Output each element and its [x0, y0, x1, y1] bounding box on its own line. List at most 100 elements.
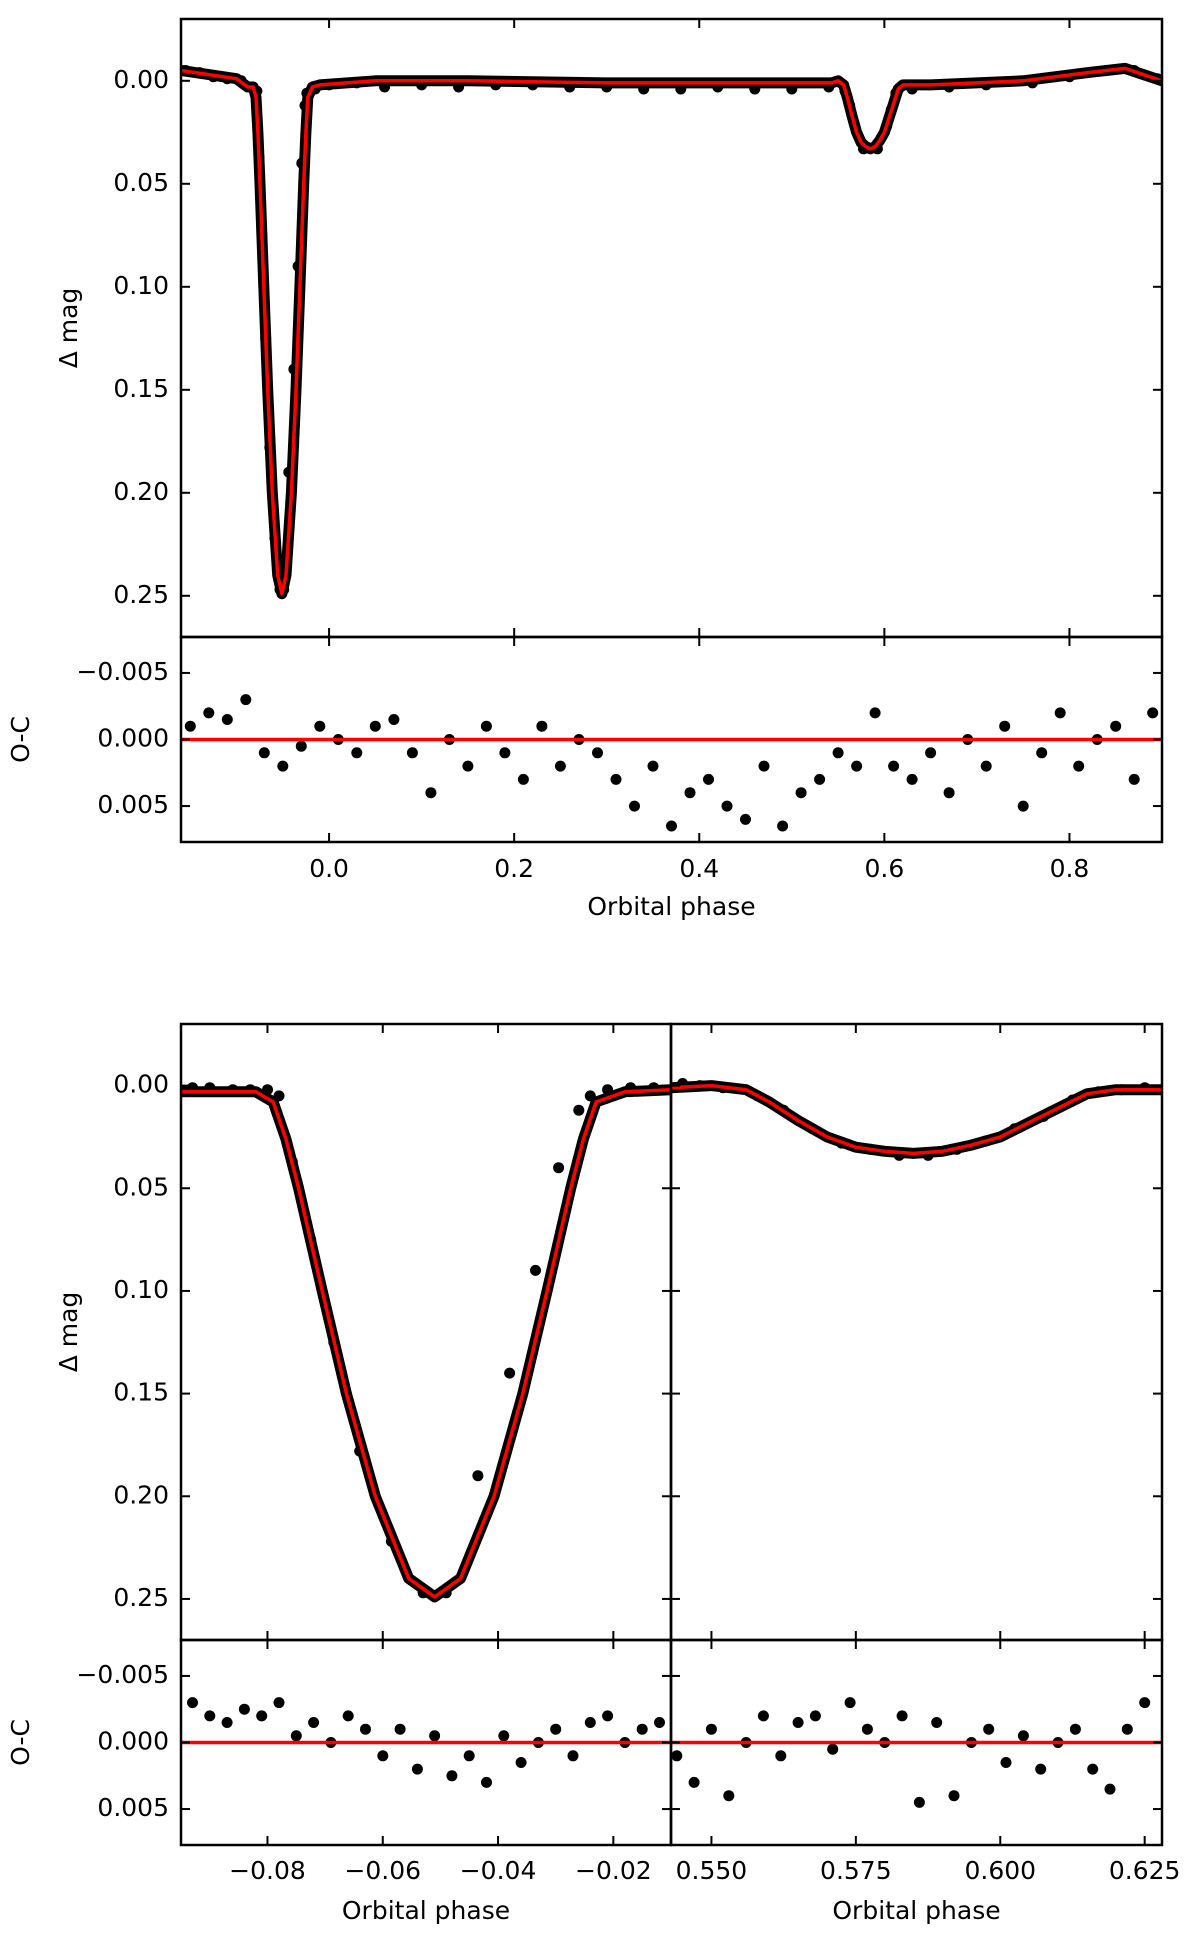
data-point	[411, 1763, 423, 1775]
data-point	[705, 1723, 717, 1735]
y-tick-label: 0.00	[113, 1070, 169, 1099]
data-point	[377, 1750, 389, 1762]
data-point	[273, 1697, 285, 1709]
data-point	[584, 1717, 596, 1728]
data-point	[913, 1796, 925, 1808]
data-point	[1147, 707, 1159, 719]
y-tick-label: 0.10	[113, 1275, 169, 1304]
y-tick-label: −0.005	[76, 657, 169, 686]
x-tick-label: −0.08	[229, 1856, 306, 1885]
plot-area	[181, 62, 1162, 600]
data-point	[360, 1723, 371, 1735]
x-tick-label: 0.600	[964, 1856, 1036, 1885]
x-tick-label: 0.625	[1109, 1856, 1181, 1885]
data-point	[258, 747, 270, 759]
data-point	[499, 747, 511, 759]
data-point	[221, 714, 233, 725]
data-point	[517, 773, 529, 785]
y-tick-label: 0.15	[113, 1378, 169, 1407]
data-point	[792, 1717, 804, 1728]
axes-frame	[179, 1022, 673, 1642]
data-point	[446, 1770, 458, 1782]
x-tick-label: 0.575	[820, 1856, 892, 1885]
axes-frame	[669, 1638, 1164, 1847]
data-point	[1069, 1723, 1081, 1735]
data-point	[832, 747, 844, 759]
data-point	[1087, 1763, 1099, 1775]
data-point	[1073, 760, 1085, 772]
data-point	[536, 720, 548, 732]
model-line	[181, 1087, 671, 1599]
data-point	[342, 1710, 354, 1722]
data-point	[351, 747, 363, 759]
data-point	[827, 1743, 839, 1755]
x-tick-label: 0.6	[864, 854, 904, 883]
data-point	[554, 760, 566, 772]
data-point	[671, 1750, 683, 1762]
y-tick-label: 0.005	[97, 1793, 169, 1822]
data-point	[647, 760, 659, 772]
data-point	[308, 1717, 320, 1728]
data-point	[221, 1717, 233, 1728]
data-point	[1121, 1723, 1133, 1735]
data-point	[203, 707, 215, 719]
x-axis-label: Orbital phase	[832, 1896, 1000, 1925]
data-point	[204, 1710, 216, 1722]
y-tick-label: 0.05	[113, 168, 169, 197]
x-axis-label: Orbital phase	[587, 892, 755, 921]
data-point	[688, 1776, 700, 1788]
x-tick-label: −0.02	[575, 1856, 652, 1885]
y-tick-label: 0.25	[113, 580, 169, 609]
data-point	[530, 1264, 541, 1276]
data-point	[844, 1697, 856, 1709]
data-point	[277, 760, 289, 772]
x-tick-label: 0.4	[679, 854, 719, 883]
data-point	[369, 720, 381, 732]
data-point	[1036, 747, 1048, 759]
data-point	[388, 714, 400, 725]
data-point	[740, 813, 751, 825]
data-point	[869, 707, 881, 719]
y-axis-label: Δ mag	[54, 1292, 83, 1373]
x-tick-label: −0.04	[460, 1856, 537, 1885]
data-point	[290, 1730, 302, 1742]
data-point	[666, 820, 677, 832]
data-point	[703, 773, 714, 785]
data-point	[429, 1730, 441, 1742]
plot-area	[671, 1697, 1162, 1808]
data-point	[314, 720, 326, 732]
data-point	[948, 1790, 960, 1802]
data-point	[757, 1710, 769, 1722]
data-point	[295, 740, 307, 752]
x-tick-label: −0.06	[344, 1856, 421, 1885]
x-axis-label: Orbital phase	[342, 1896, 510, 1925]
model-line-outline	[181, 1084, 671, 1603]
data-point	[775, 1750, 787, 1762]
data-point	[240, 694, 252, 706]
data-point	[515, 1757, 527, 1768]
data-point	[1017, 1730, 1029, 1742]
data-point	[1104, 1783, 1116, 1795]
data-point	[550, 1723, 562, 1735]
data-point	[394, 1723, 406, 1735]
data-point	[721, 800, 733, 812]
data-point	[256, 1710, 268, 1722]
data-point	[1110, 720, 1122, 732]
data-point	[888, 760, 900, 772]
data-point	[553, 1162, 565, 1174]
y-tick-label: 0.15	[113, 374, 169, 403]
data-point	[629, 800, 640, 812]
data-point	[1035, 1763, 1047, 1775]
x-tick-label: 0.0	[309, 854, 349, 883]
axes-frame	[179, 635, 1164, 844]
data-point	[184, 720, 196, 732]
y-tick-label: 0.20	[113, 1480, 169, 1509]
data-point	[983, 1723, 995, 1735]
data-point	[481, 1776, 492, 1788]
data-point	[723, 1790, 735, 1802]
y-tick-label: 0.05	[113, 1172, 169, 1201]
data-point	[406, 747, 418, 759]
y-axis-label: O-C	[6, 1719, 35, 1766]
y-axis-label: O-C	[6, 716, 35, 763]
